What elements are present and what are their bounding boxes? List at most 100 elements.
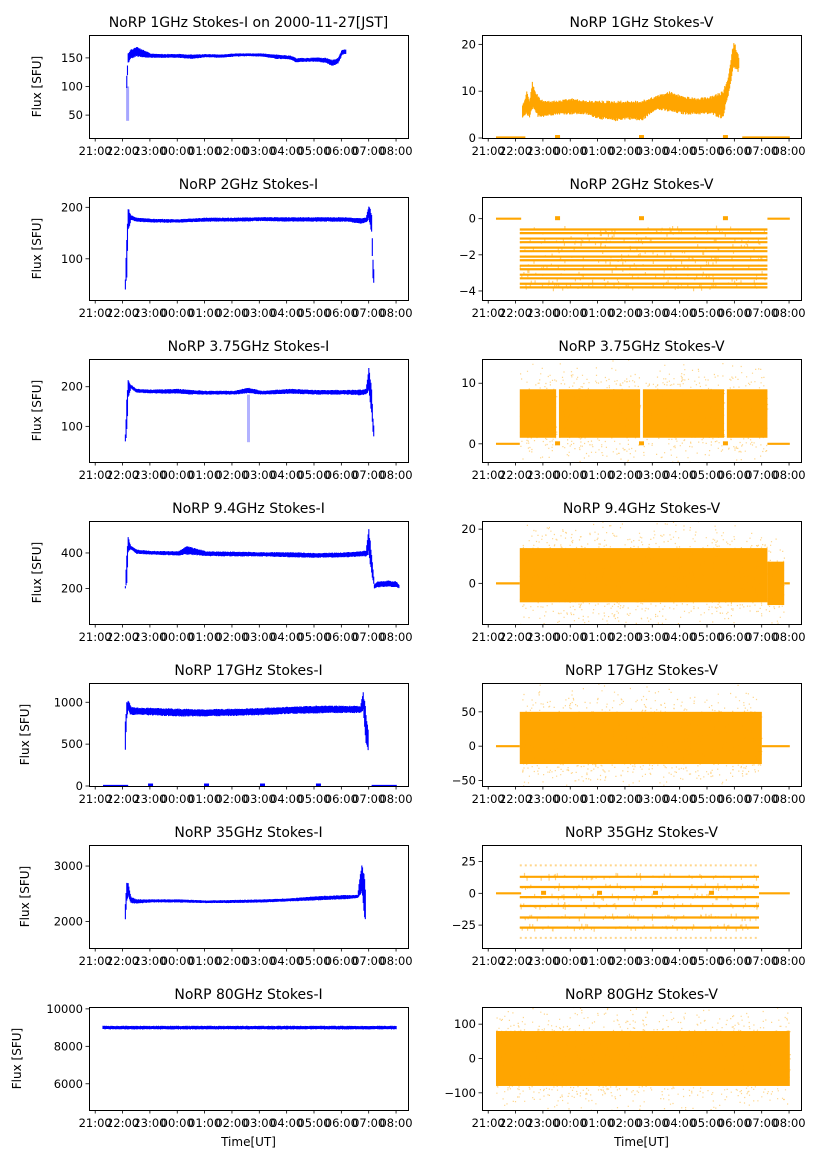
x-tick-label: 05:00 xyxy=(690,144,723,158)
x-tick-label: 00:00 xyxy=(161,954,194,968)
x-tick-label: 01:00 xyxy=(188,954,221,968)
x-tick-label: 00:00 xyxy=(161,1116,194,1130)
x-tick-label: 00:00 xyxy=(554,1116,587,1130)
plot-area xyxy=(495,359,790,462)
plot-area xyxy=(102,692,397,786)
series-noise-core-0 xyxy=(519,548,768,603)
y-tick-label: 200 xyxy=(61,581,83,595)
y-tick-label: 150 xyxy=(61,51,83,65)
x-tick-label: 21:00 xyxy=(472,1116,505,1130)
x-tick-label: 23:00 xyxy=(133,144,166,158)
series-noise-core-0 xyxy=(519,711,762,765)
y-tick-label: 0 xyxy=(469,576,476,590)
subplot-title: NoRP 80GHz Stokes-I xyxy=(174,987,322,1003)
series-noise-core-0 xyxy=(495,1031,790,1086)
y-tick-label: 25 xyxy=(461,855,476,869)
x-tick-label: 08:00 xyxy=(772,630,805,644)
x-tick-label: 23:00 xyxy=(133,468,166,482)
series-noise-tail-scatter-0 xyxy=(767,538,785,624)
plot-area xyxy=(124,865,366,920)
x-tick-label: 02:00 xyxy=(215,468,248,482)
y-tick-label: 0 xyxy=(469,212,476,226)
x-tick-label: 22:00 xyxy=(106,954,139,968)
series-main xyxy=(124,368,375,442)
x-tick-label: 23:00 xyxy=(133,954,166,968)
series-noise-core-0 xyxy=(519,389,557,438)
x-tick-label: 04:00 xyxy=(270,630,303,644)
x-tick-label: 02:00 xyxy=(215,144,248,158)
subplot-i1: 50 100 150 21:0022:0023:0000:0001:0002:0003… xyxy=(30,15,413,158)
x-tick-label: 07:00 xyxy=(745,954,778,968)
series-main xyxy=(102,1025,397,1030)
x-tick-label: 21:00 xyxy=(79,306,112,320)
x-tick-label: 21:00 xyxy=(79,630,112,644)
axes-frame xyxy=(482,35,802,139)
x-tick-label: 01:00 xyxy=(188,1116,221,1130)
series-noise-scatter-1 xyxy=(559,359,642,462)
series-speckle xyxy=(519,225,768,292)
x-tick-label: 22:00 xyxy=(499,954,532,968)
axes-frame xyxy=(89,35,409,139)
x-tick-label: 23:00 xyxy=(526,1116,559,1130)
x-tick-label: 23:00 xyxy=(526,954,559,968)
x-tick-label: 02:00 xyxy=(608,630,641,644)
x-tick-label: 08:00 xyxy=(379,792,412,806)
x-tick-label: 03:00 xyxy=(636,954,669,968)
series-noise-core-2 xyxy=(642,389,725,438)
x-tick-label: 21:00 xyxy=(472,792,505,806)
axes-frame xyxy=(89,359,409,463)
x-tick-label: 05:00 xyxy=(690,1116,723,1130)
x-tick-label: 08:00 xyxy=(772,468,805,482)
x-tick-label: 02:00 xyxy=(608,792,641,806)
x-tick-label: 06:00 xyxy=(325,630,358,644)
x-tick-label: 08:00 xyxy=(379,954,412,968)
x-tick-label: 05:00 xyxy=(297,468,330,482)
series-noise-scatter-0 xyxy=(520,683,763,786)
series-noise-tail-core-0 xyxy=(767,561,785,606)
x-tick-label: 22:00 xyxy=(106,1116,139,1130)
x-tick-label: 07:00 xyxy=(352,630,385,644)
y-axis-label: Flux [SFU] xyxy=(30,380,44,441)
x-tick-label: 04:00 xyxy=(270,792,303,806)
x-tick-label: 01:00 xyxy=(188,306,221,320)
y-tick-label: 100 xyxy=(61,252,83,266)
y-tick-label: 2000 xyxy=(54,914,83,928)
x-tick-label: 04:00 xyxy=(663,144,696,158)
x-tick-label: 00:00 xyxy=(161,630,194,644)
axes-frame xyxy=(482,1007,802,1111)
axes-frame xyxy=(482,359,802,463)
series-zero-blips-3 xyxy=(315,783,321,786)
x-tick-label: 07:00 xyxy=(745,630,778,644)
x-tick-label: 21:00 xyxy=(472,468,505,482)
x-tick-label: 21:00 xyxy=(472,144,505,158)
series-main xyxy=(124,529,400,589)
series-main xyxy=(124,865,366,920)
x-tick-label: 23:00 xyxy=(526,306,559,320)
x-tick-label: 21:00 xyxy=(79,954,112,968)
x-tick-label: 02:00 xyxy=(215,1116,248,1130)
subplot-title: NoRP 1GHz Stokes-I on 2000-11-27[JST] xyxy=(109,15,389,31)
x-tick-label: 23:00 xyxy=(526,630,559,644)
subplot-v4: 0 20 21:0022:0023:0000:0001:0002:0003:0004… xyxy=(461,501,805,644)
subplot-i2: 100 200 21:0022:0023:0000:0001:0002:0003:0… xyxy=(30,177,413,320)
x-tick-label: 04:00 xyxy=(270,1116,303,1130)
y-tick-label: 100 xyxy=(61,80,83,94)
x-tick-label: 02:00 xyxy=(215,792,248,806)
plot-area xyxy=(495,864,790,939)
x-tick-label: 01:00 xyxy=(581,792,614,806)
x-tick-label: 22:00 xyxy=(106,306,139,320)
x-tick-label: 04:00 xyxy=(270,306,303,320)
axes-frame xyxy=(482,197,802,301)
axes-frame xyxy=(89,197,409,301)
x-tick-label: 00:00 xyxy=(161,306,194,320)
subplot-title: NoRP 17GHz Stokes-V xyxy=(565,663,718,679)
x-tick-label: 00:00 xyxy=(554,792,587,806)
y-axis-label: Flux [SFU] xyxy=(30,542,44,603)
x-tick-label: 21:00 xyxy=(472,306,505,320)
x-tick-label: 04:00 xyxy=(270,954,303,968)
x-tick-label: 08:00 xyxy=(379,1116,412,1130)
x-tick-label: 03:00 xyxy=(243,306,276,320)
axes-frame xyxy=(89,1007,409,1111)
x-tick-label: 03:00 xyxy=(243,792,276,806)
subplot-title: NoRP 9.4GHz Stokes-V xyxy=(563,501,721,517)
